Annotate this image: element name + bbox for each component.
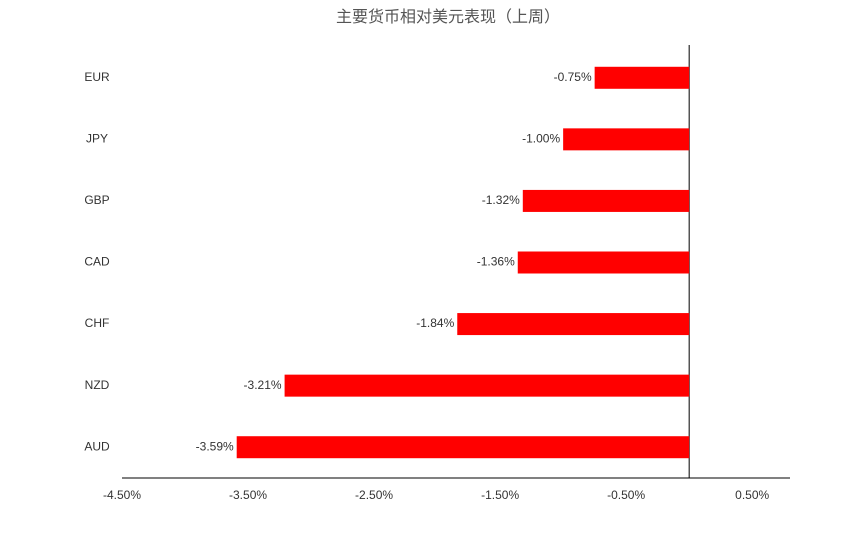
bar: [284, 374, 690, 397]
value-label: -0.75%: [554, 70, 592, 84]
x-tick-label: -1.50%: [481, 488, 519, 502]
value-label: -3.59%: [196, 439, 234, 453]
value-label: -1.32%: [482, 193, 520, 207]
value-label: -3.21%: [244, 378, 282, 392]
bar: [522, 189, 690, 212]
y-tick-label: GBP: [84, 193, 109, 207]
y-tick-label: EUR: [84, 70, 110, 84]
x-tick-label: -3.50%: [229, 488, 267, 502]
value-label: -1.36%: [477, 255, 515, 269]
x-tick-label: 0.50%: [735, 488, 769, 502]
x-tick-label: -4.50%: [103, 488, 141, 502]
bar: [594, 66, 690, 89]
bar: [457, 313, 690, 336]
x-tick-label: -0.50%: [607, 488, 645, 502]
y-tick-label: CHF: [85, 316, 110, 330]
y-tick-label: CAD: [84, 255, 110, 269]
value-label: -1.84%: [416, 316, 454, 330]
y-tick-label: AUD: [84, 439, 110, 453]
y-tick-label: NZD: [85, 378, 110, 392]
y-tick-label: JPY: [86, 132, 108, 146]
x-tick-label: -2.50%: [355, 488, 393, 502]
bar: [236, 436, 690, 459]
bar: [517, 251, 690, 274]
chart-title: 主要货币相对美元表现（上周）: [336, 8, 560, 26]
value-label: -1.00%: [522, 132, 560, 146]
bar: [563, 128, 690, 151]
